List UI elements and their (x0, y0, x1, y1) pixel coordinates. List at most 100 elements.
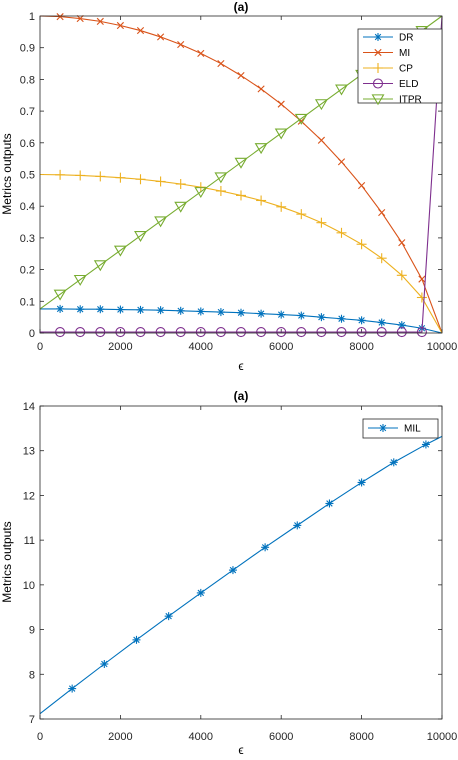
chart-1-legend-entries: DR MI CP ELD ITPR (363, 33, 422, 106)
data-point-mil (164, 612, 173, 621)
data-point-cp (236, 190, 246, 201)
chart-1-series (39, 13, 443, 338)
data-point-mi (277, 100, 285, 108)
chart-2-legend: MIL (362, 418, 439, 439)
y-tick-label: 0.6 (20, 138, 35, 150)
data-point-eld (296, 326, 307, 338)
legend-marker-cp (373, 63, 383, 73)
y-tick-label: 13 (23, 446, 35, 458)
x-tick-label: 8000 (349, 731, 373, 743)
data-point-cp (336, 227, 347, 238)
data-point-mi (317, 136, 325, 144)
y-tick-label: 14 (23, 401, 35, 413)
legend-label-dr: DR (399, 33, 413, 44)
y-tick-label: 9 (29, 625, 35, 637)
data-point-cp (135, 174, 146, 185)
data-point-eld (276, 326, 287, 338)
y-tick-label: 0.9 (20, 43, 35, 55)
x-tick-label: 6000 (269, 731, 293, 743)
legend-label-mil: MIL (404, 424, 421, 435)
data-point-cp (95, 171, 106, 182)
legend-marker-itpr (371, 94, 385, 106)
data-point-eld (416, 326, 427, 338)
data-point-mil (357, 478, 366, 487)
chart-1-axes-box (39, 15, 443, 334)
data-point-eld (336, 326, 347, 338)
data-point-eld (175, 326, 186, 338)
legend-marker-dr (374, 33, 382, 41)
data-point-itpr (194, 187, 208, 199)
data-point-mi (177, 40, 185, 49)
data-point-itpr (234, 157, 248, 169)
data-point-mi (76, 14, 84, 23)
y-tick-label: 0.5 (20, 170, 35, 182)
y-tick-label: 0 (29, 328, 35, 340)
data-point-dr (257, 309, 266, 318)
x-tick-label: 0 (37, 341, 43, 353)
x-tick-label: 0 (37, 731, 43, 743)
data-point-dr (277, 310, 286, 319)
data-point-eld (356, 326, 367, 338)
series-line-mil (39, 435, 443, 715)
chart-2-series (39, 435, 443, 715)
x-tick-label: 8000 (349, 341, 373, 353)
y-tick-label: 10 (23, 580, 35, 592)
data-point-cp (155, 176, 166, 187)
chart-1-legend-box (357, 28, 443, 104)
data-point-eld (75, 326, 86, 338)
data-point-mil (132, 635, 141, 644)
data-point-cp (356, 239, 367, 250)
data-point-itpr (134, 231, 147, 242)
data-point-cp (416, 292, 427, 303)
chart-2-axes-box (39, 405, 443, 720)
data-point-itpr (53, 289, 67, 301)
legend-marker-mil (379, 424, 387, 432)
y-tick-label: 12 (23, 490, 35, 502)
x-tick-label: 10000 (427, 341, 458, 353)
y-tick-label: 0.2 (20, 265, 35, 277)
data-point-mil (228, 566, 237, 575)
chart-1-xlabel: ϵ (238, 359, 243, 373)
data-point-mi (116, 21, 124, 30)
data-point-cp (296, 209, 307, 220)
data-point-cp (175, 179, 186, 190)
data-point-mi (378, 208, 386, 217)
data-point-itpr (154, 216, 168, 228)
data-point-dr (156, 306, 165, 315)
data-point-mil (100, 660, 109, 669)
chart-2-title: (a) (234, 389, 249, 403)
data-point-dr (237, 308, 245, 317)
data-point-itpr (294, 113, 308, 125)
data-point-itpr (274, 128, 288, 140)
data-point-itpr (93, 260, 107, 272)
y-tick-label: 0.3 (20, 233, 35, 245)
data-point-mi (56, 13, 64, 21)
x-tick-label: 6000 (269, 341, 293, 353)
data-point-mi (257, 85, 265, 93)
data-point-mi (398, 239, 406, 247)
x-tick-label: 4000 (189, 341, 213, 353)
legend-label-eld: ELD (399, 79, 418, 90)
data-point-eld (215, 326, 226, 338)
chart-2-legend-entries: MIL (368, 424, 421, 435)
x-tick-label: 2000 (108, 731, 132, 743)
data-point-dr (196, 307, 205, 316)
data-point-eld (55, 326, 66, 338)
legend-marker-mi (374, 48, 382, 57)
chart-2: (a) 0 2000 4000 6000 8000 100007891011121314 … (0, 389, 457, 757)
data-point-eld (396, 326, 407, 338)
data-point-cp (256, 195, 267, 206)
data-point-dr (357, 316, 366, 325)
data-point-dr (136, 305, 145, 314)
data-point-cp (215, 185, 226, 196)
data-point-itpr (314, 99, 328, 111)
x-tick-label: 10000 (427, 731, 458, 743)
data-point-itpr (214, 172, 228, 184)
series-line-eld (40, 15, 443, 333)
y-tick-label: 0.4 (20, 201, 35, 213)
data-point-dr (337, 314, 346, 323)
data-point-eld (135, 326, 146, 338)
data-point-mi (217, 59, 225, 68)
data-point-mi (337, 158, 346, 166)
data-point-eld (235, 326, 247, 338)
